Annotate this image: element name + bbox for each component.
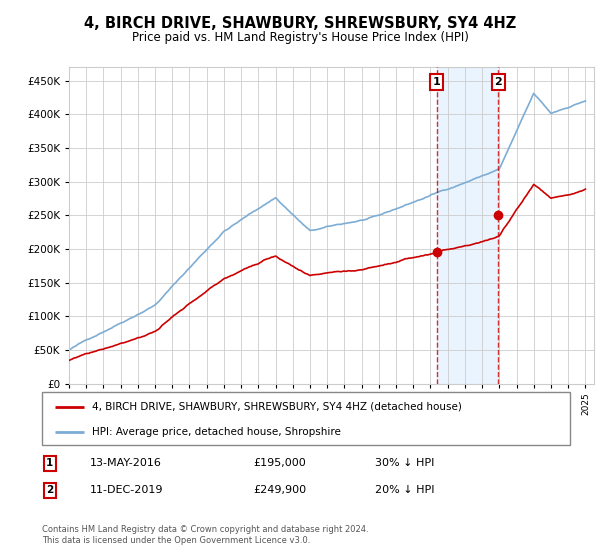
Text: 4, BIRCH DRIVE, SHAWBURY, SHREWSBURY, SY4 4HZ (detached house): 4, BIRCH DRIVE, SHAWBURY, SHREWSBURY, SY… [92, 402, 462, 412]
Text: 11-DEC-2019: 11-DEC-2019 [89, 486, 163, 496]
FancyBboxPatch shape [42, 392, 570, 445]
Text: 1: 1 [433, 77, 440, 87]
Text: 30% ↓ HPI: 30% ↓ HPI [374, 458, 434, 468]
Text: 2: 2 [46, 486, 53, 496]
Text: 4, BIRCH DRIVE, SHAWBURY, SHREWSBURY, SY4 4HZ: 4, BIRCH DRIVE, SHAWBURY, SHREWSBURY, SY… [84, 16, 516, 31]
Text: Price paid vs. HM Land Registry's House Price Index (HPI): Price paid vs. HM Land Registry's House … [131, 31, 469, 44]
Text: 20% ↓ HPI: 20% ↓ HPI [374, 486, 434, 496]
Text: 2: 2 [494, 77, 502, 87]
Text: HPI: Average price, detached house, Shropshire: HPI: Average price, detached house, Shro… [92, 427, 341, 437]
Text: £249,900: £249,900 [253, 486, 307, 496]
Text: Contains HM Land Registry data © Crown copyright and database right 2024.
This d: Contains HM Land Registry data © Crown c… [42, 525, 368, 545]
Text: 13-MAY-2016: 13-MAY-2016 [89, 458, 161, 468]
Bar [437, 67, 498, 384]
Text: £195,000: £195,000 [253, 458, 306, 468]
Text: 1: 1 [46, 458, 53, 468]
